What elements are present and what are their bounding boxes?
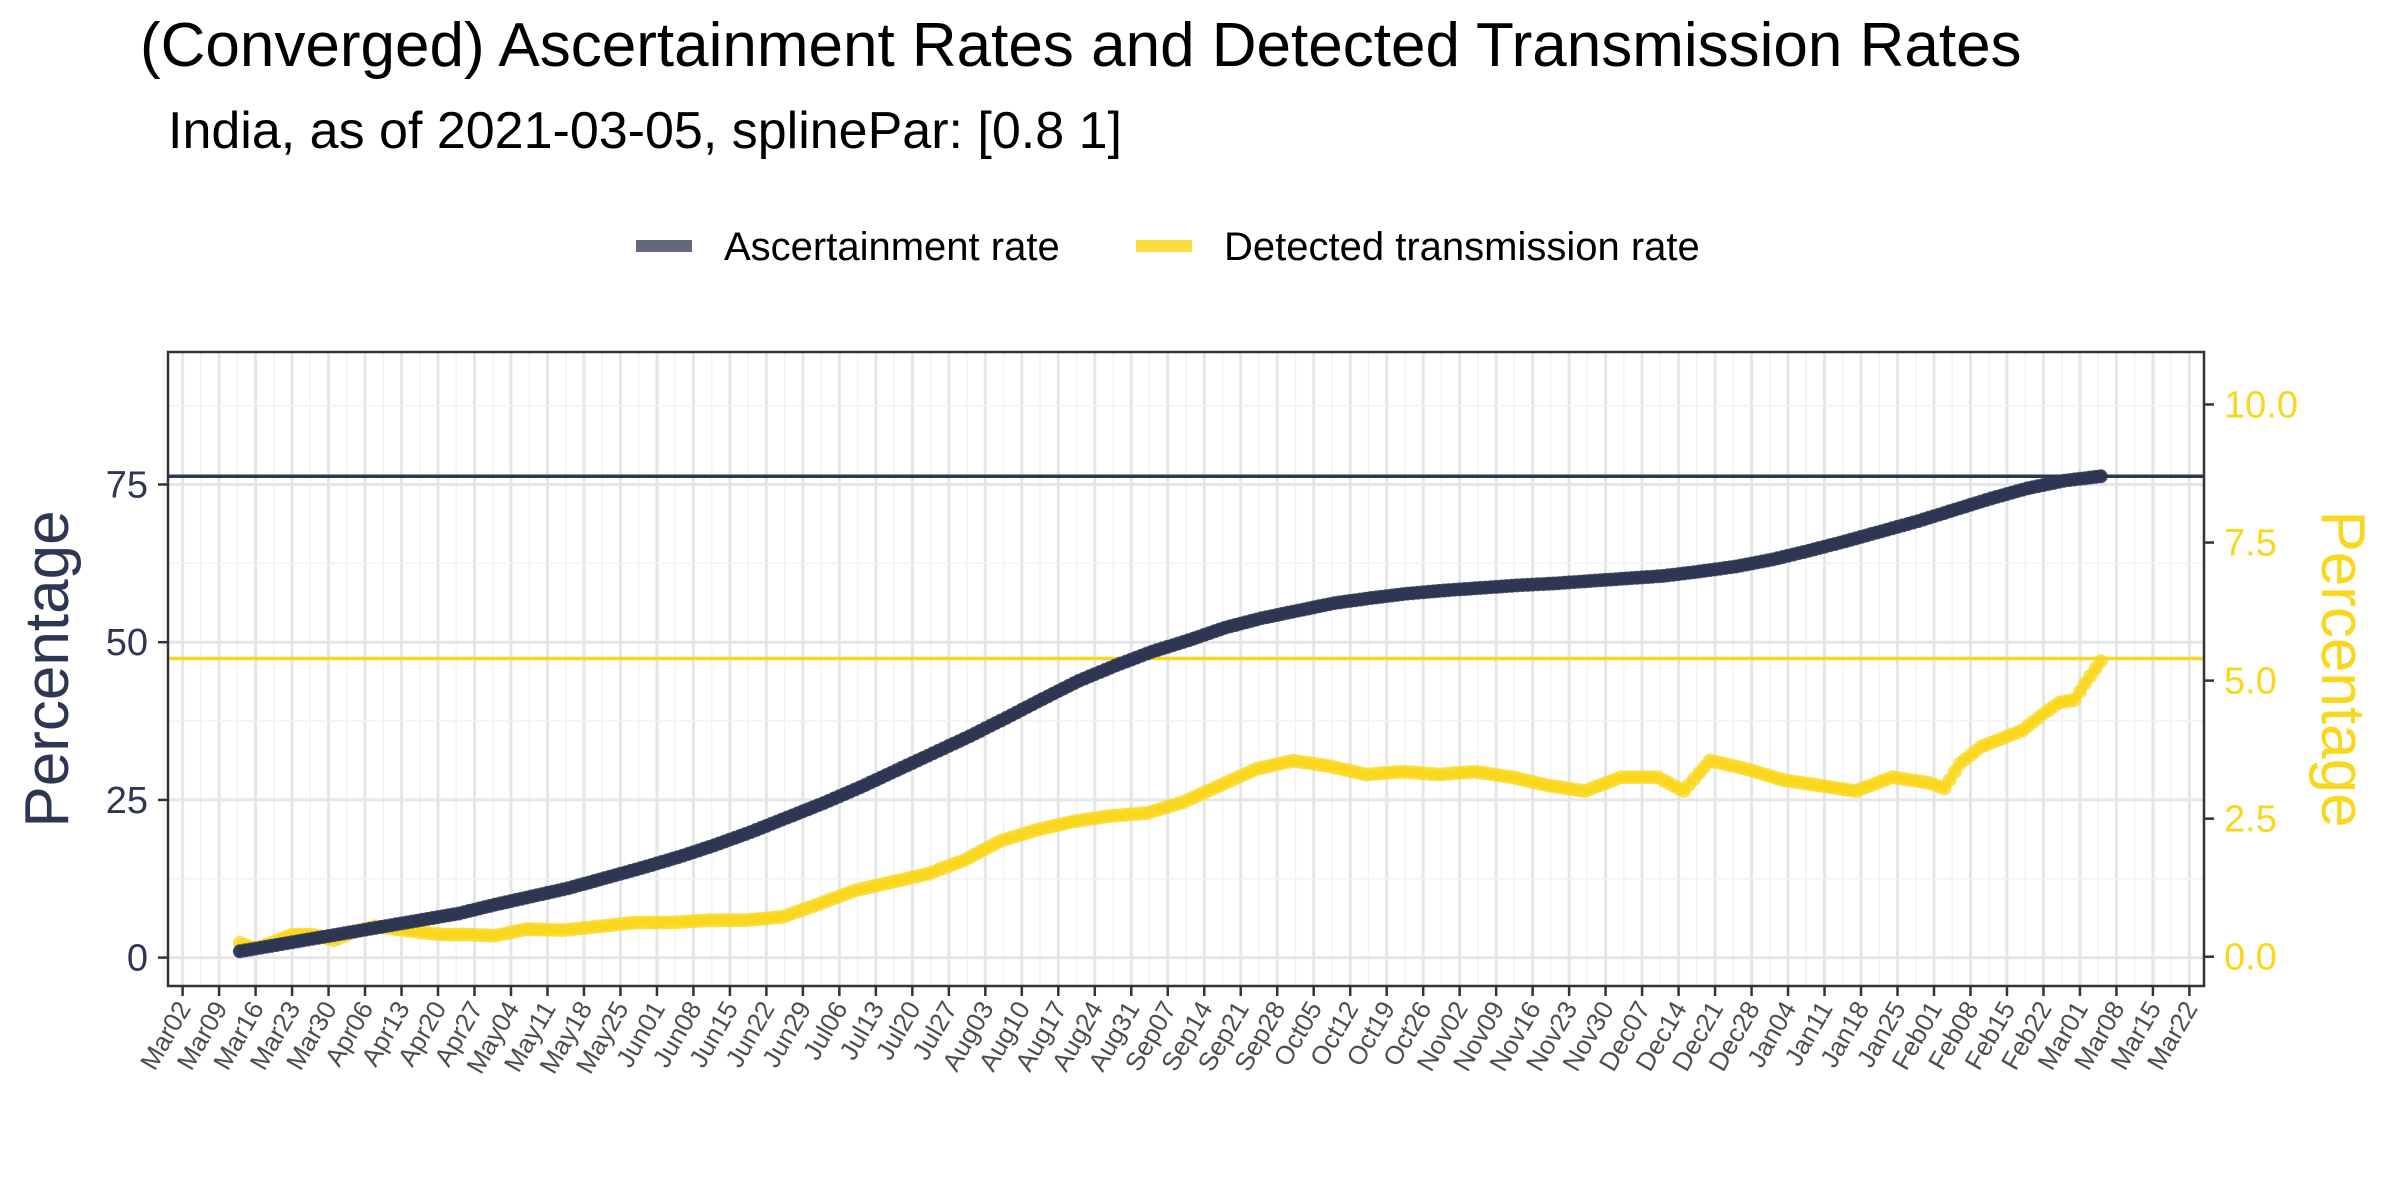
data-point-detected-transmission-rate [2093,654,2108,669]
legend: Ascertainment rate Detected transmission… [636,225,1700,269]
chart-title: (Converged) Ascertainment Rates and Dete… [140,11,2022,80]
reference-lines [168,474,2204,661]
data-point-ascertainment-rate [2093,469,2108,484]
y-axis-left-tick-label: 50 [106,622,148,664]
plot-panel-border [166,350,2206,988]
y-axis-right-tick-label: 2.5 [2224,799,2277,841]
y-axis-left-tick-label: 25 [106,780,148,822]
y-axis-left-label: Percentage [13,510,82,827]
y-axis-right-tick-label: 10.0 [2224,384,2298,426]
y-axis-right-tick-label: 5.0 [2224,661,2277,703]
series [232,469,2108,959]
y-axis-left-tick-label: 75 [106,464,148,506]
y-axis-right-label: Percentage [2308,510,2377,827]
series-ascertainment-rate [232,469,2108,959]
chart-subtitle: India, as of 2021-03-05, splinePar: [0.8… [168,102,1122,160]
legend-label-transmission: Detected transmission rate [1224,225,1700,269]
legend-label-ascertainment: Ascertainment rate [724,225,1060,269]
y-axis-right-tick-label: 0.0 [2224,937,2277,979]
y-axis-right-tick-label: 7.5 [2224,523,2277,565]
y-axis-left: 0 25 50 75 [106,464,168,980]
x-axis: Mar02Mar09Mar16Mar23Mar30Apr06Apr13Apr20… [134,986,2204,1079]
y-axis-right: 0.0 2.5 5.0 7.5 10.0 [2204,384,2298,979]
y-axis-left-tick-label: 0 [127,938,148,980]
